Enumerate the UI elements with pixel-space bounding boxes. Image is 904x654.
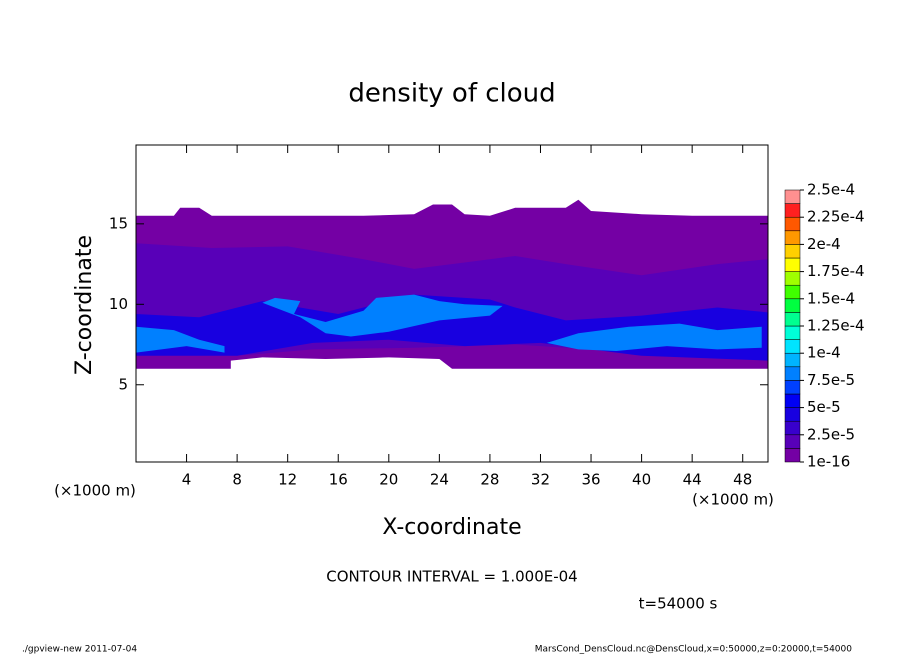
colorbar-box <box>784 407 801 422</box>
colorbar-box <box>784 312 801 327</box>
x-tick-label: 8 <box>232 471 242 489</box>
colorbar-label: 5e-5 <box>807 398 841 416</box>
colorbar-label: 7.5e-5 <box>807 371 855 389</box>
x-tick-label: 28 <box>480 471 499 489</box>
field <box>136 199 768 369</box>
x-tick-label: 40 <box>632 471 651 489</box>
colorbar-box <box>784 448 801 463</box>
y-tick-label: 10 <box>109 295 128 313</box>
colorbar-box <box>784 284 801 300</box>
colorbar-box <box>784 380 801 395</box>
colorbar-box <box>784 339 801 354</box>
colorbar-box <box>784 189 801 204</box>
y-axis-label: Z-coordinate <box>72 235 97 375</box>
y-tick-label: 15 <box>109 214 128 232</box>
colorbar-box <box>784 257 801 272</box>
contour-note: CONTOUR INTERVAL = 1.000E-04 <box>326 568 577 586</box>
x-tick-label: 48 <box>733 471 752 489</box>
colorbar-label: 1.25e-4 <box>807 317 865 335</box>
colorbar-label: 1e-4 <box>807 344 841 362</box>
colorbar-box <box>784 271 801 286</box>
x-tick-label: 4 <box>182 471 192 489</box>
colorbar-box <box>784 434 801 449</box>
time-label: t=54000 s <box>639 595 718 613</box>
contour-region <box>136 326 225 353</box>
x-tick-label: 16 <box>329 471 348 489</box>
footer-left: ./gpview-new 2011-07-04 <box>22 645 137 654</box>
chart-title: density of cloud <box>348 79 555 109</box>
x-tick-label: 12 <box>278 471 297 489</box>
colorbar-label: 2.25e-4 <box>807 208 865 226</box>
colorbar-label: 1.75e-4 <box>807 262 865 280</box>
x-tick-label: 44 <box>683 471 702 489</box>
colorbar-box <box>784 420 801 436</box>
colorbar-label: 2.5e-5 <box>807 425 855 443</box>
contour-region <box>262 294 503 337</box>
colorbar-box <box>784 325 801 340</box>
contour-region <box>546 323 762 351</box>
colorbar-box <box>784 216 801 232</box>
colorbar-label: 2.5e-4 <box>807 181 855 199</box>
colorbar-box <box>784 393 801 408</box>
colorbar-box <box>784 203 801 218</box>
colorbar-box <box>784 230 801 245</box>
x-tick-label: 32 <box>531 471 550 489</box>
colorbar-label: 2e-4 <box>807 235 841 253</box>
x-tick-label: 20 <box>379 471 398 489</box>
x-unit: (×1000 m) <box>692 491 774 509</box>
footer-right: MarsCond_DensCloud.nc@DensCloud,x=0:5000… <box>535 645 852 654</box>
y-tick-label: 5 <box>118 375 128 393</box>
x-tick-label: 36 <box>581 471 600 489</box>
colorbar-label: 1.5e-4 <box>807 289 855 307</box>
x-tick-label: 24 <box>430 471 449 489</box>
plot-frame <box>135 144 769 463</box>
x-unit: (×1000 m) <box>54 482 136 500</box>
colorbar-box <box>784 244 801 259</box>
colorbar-box <box>784 366 801 381</box>
x-axis-label: X-coordinate <box>382 515 521 540</box>
colorbar-label: 1e-16 <box>807 453 850 471</box>
colorbar-box <box>784 298 801 313</box>
colorbar-box <box>784 352 801 368</box>
